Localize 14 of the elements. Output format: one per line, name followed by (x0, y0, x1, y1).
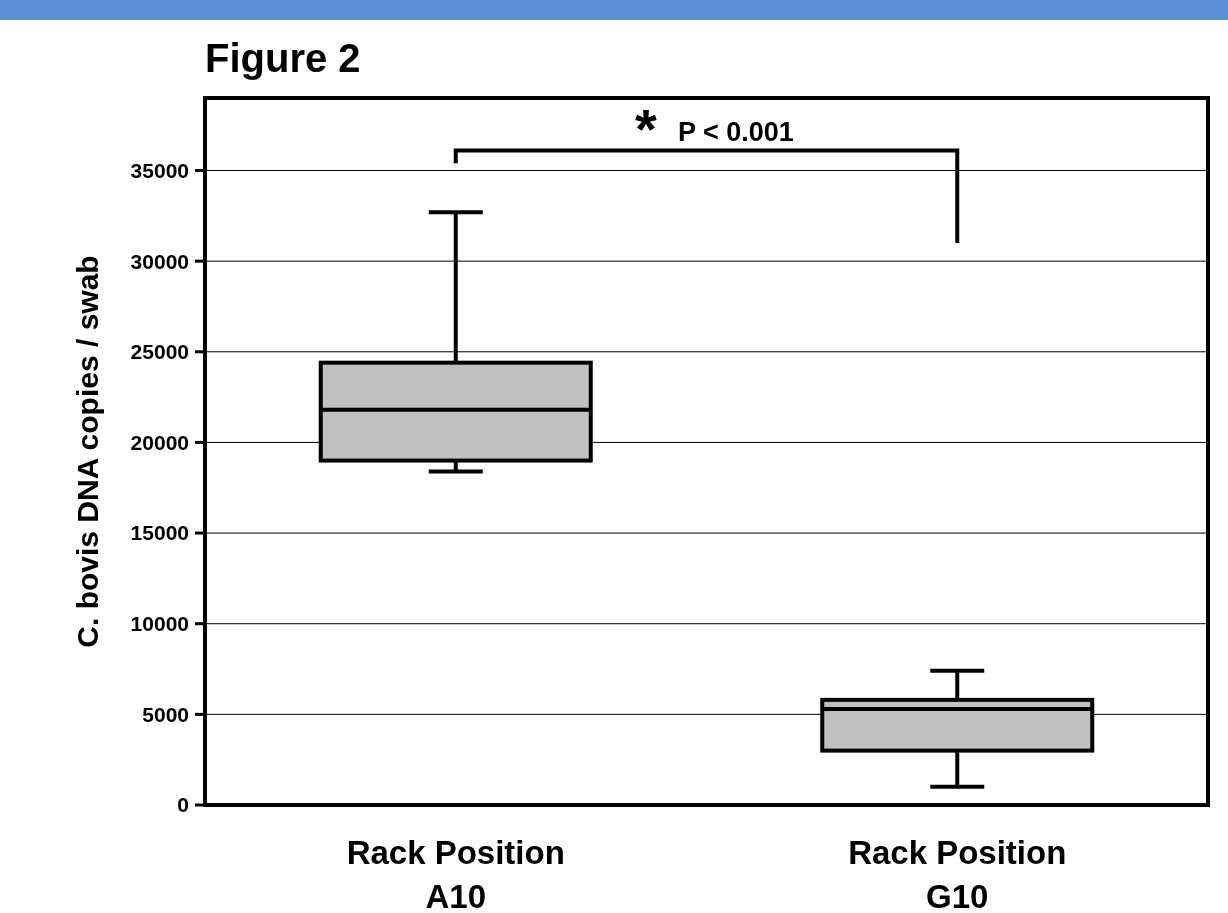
x-tick-label: Rack Position A10 (346, 834, 565, 913)
y-axis-title: C. bovis DNA copies / swab (71, 255, 104, 648)
chart-title: Figure 2 (205, 36, 361, 80)
y-tick-label: 20000 (130, 430, 189, 454)
y-tick-label: 10000 (130, 612, 189, 636)
y-tick-label: 35000 (130, 158, 189, 182)
annotation: P < 0.001 (678, 117, 794, 147)
y-tick-label: 5000 (142, 702, 189, 726)
y-tick-label: 15000 (130, 521, 189, 545)
x-tick-label: Rack Position G10 (848, 834, 1067, 913)
y-tick-label: 30000 (130, 249, 189, 273)
y-tick-label: 25000 (130, 340, 189, 364)
y-tick-label: 0 (177, 793, 189, 817)
annotation: * (635, 97, 658, 160)
